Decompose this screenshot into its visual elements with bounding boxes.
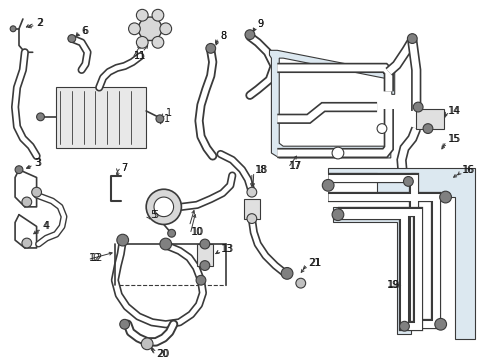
Circle shape bbox=[206, 44, 216, 53]
Circle shape bbox=[156, 115, 164, 123]
Text: 7: 7 bbox=[121, 163, 127, 173]
Text: 21: 21 bbox=[310, 258, 322, 267]
Circle shape bbox=[423, 124, 433, 134]
Circle shape bbox=[146, 189, 181, 225]
Polygon shape bbox=[328, 168, 475, 339]
Text: 12: 12 bbox=[92, 253, 104, 263]
Circle shape bbox=[32, 187, 42, 197]
Circle shape bbox=[196, 275, 206, 285]
Circle shape bbox=[200, 261, 210, 270]
Text: 5: 5 bbox=[152, 210, 158, 220]
Circle shape bbox=[10, 26, 16, 32]
Text: 4: 4 bbox=[44, 221, 49, 231]
Text: 8: 8 bbox=[220, 31, 227, 41]
Circle shape bbox=[160, 23, 172, 35]
Circle shape bbox=[120, 319, 129, 329]
Bar bbox=[244, 199, 260, 219]
Text: 11: 11 bbox=[134, 51, 147, 61]
Text: 15: 15 bbox=[447, 134, 460, 144]
Text: 3: 3 bbox=[35, 158, 41, 168]
Text: 16: 16 bbox=[462, 165, 474, 175]
Text: 7: 7 bbox=[121, 163, 127, 173]
Circle shape bbox=[247, 187, 257, 197]
Text: 11: 11 bbox=[134, 51, 147, 61]
Text: 1: 1 bbox=[164, 114, 170, 124]
Circle shape bbox=[138, 17, 162, 41]
Text: 15: 15 bbox=[448, 134, 461, 144]
Bar bbox=[56, 87, 146, 148]
Text: 2: 2 bbox=[37, 18, 43, 28]
Text: 19: 19 bbox=[387, 280, 399, 290]
Text: 9: 9 bbox=[258, 19, 264, 29]
Text: 19: 19 bbox=[388, 280, 400, 290]
Circle shape bbox=[399, 321, 409, 331]
Circle shape bbox=[136, 36, 148, 48]
Bar bbox=[197, 244, 213, 266]
Text: 10: 10 bbox=[192, 227, 204, 237]
Text: 17: 17 bbox=[289, 161, 301, 171]
Circle shape bbox=[37, 113, 45, 121]
Circle shape bbox=[117, 234, 128, 246]
Circle shape bbox=[200, 239, 210, 249]
Text: 2: 2 bbox=[38, 18, 44, 28]
Bar bbox=[416, 109, 443, 129]
Circle shape bbox=[377, 124, 387, 134]
Text: 8: 8 bbox=[220, 31, 227, 41]
Circle shape bbox=[68, 35, 76, 42]
Text: 13: 13 bbox=[220, 244, 233, 254]
Text: 13: 13 bbox=[221, 244, 234, 254]
Circle shape bbox=[403, 176, 413, 186]
Text: 3: 3 bbox=[36, 158, 42, 168]
Circle shape bbox=[440, 191, 451, 203]
Circle shape bbox=[435, 318, 446, 330]
Text: 18: 18 bbox=[256, 165, 268, 175]
Text: 20: 20 bbox=[156, 348, 169, 359]
Circle shape bbox=[136, 9, 148, 21]
Circle shape bbox=[15, 166, 23, 174]
Text: 5: 5 bbox=[150, 210, 156, 220]
Polygon shape bbox=[270, 50, 394, 158]
Text: 20: 20 bbox=[157, 348, 170, 359]
Text: 12: 12 bbox=[90, 253, 102, 263]
Circle shape bbox=[332, 209, 344, 221]
Text: 14: 14 bbox=[448, 106, 461, 116]
Text: 17: 17 bbox=[290, 161, 302, 171]
Circle shape bbox=[281, 267, 293, 279]
Text: 1: 1 bbox=[166, 108, 172, 118]
Circle shape bbox=[22, 238, 32, 248]
Text: 6: 6 bbox=[82, 26, 88, 36]
Circle shape bbox=[407, 34, 417, 44]
Circle shape bbox=[247, 214, 257, 224]
Text: 18: 18 bbox=[255, 165, 267, 175]
Text: 21: 21 bbox=[309, 258, 321, 267]
Text: 4: 4 bbox=[43, 221, 49, 231]
Circle shape bbox=[160, 238, 172, 250]
Text: 14: 14 bbox=[447, 106, 460, 116]
Circle shape bbox=[332, 147, 344, 159]
Circle shape bbox=[128, 23, 140, 35]
Text: 9: 9 bbox=[258, 19, 264, 29]
Circle shape bbox=[413, 102, 423, 112]
Circle shape bbox=[22, 197, 32, 207]
Circle shape bbox=[152, 9, 164, 21]
Circle shape bbox=[141, 338, 153, 350]
Circle shape bbox=[322, 179, 334, 191]
Text: 16: 16 bbox=[463, 165, 475, 175]
Text: 10: 10 bbox=[191, 227, 203, 237]
Circle shape bbox=[152, 36, 164, 48]
Circle shape bbox=[245, 30, 255, 40]
Polygon shape bbox=[333, 207, 411, 334]
Circle shape bbox=[296, 278, 306, 288]
Text: 6: 6 bbox=[83, 26, 89, 36]
Circle shape bbox=[154, 197, 173, 217]
Circle shape bbox=[168, 229, 175, 237]
